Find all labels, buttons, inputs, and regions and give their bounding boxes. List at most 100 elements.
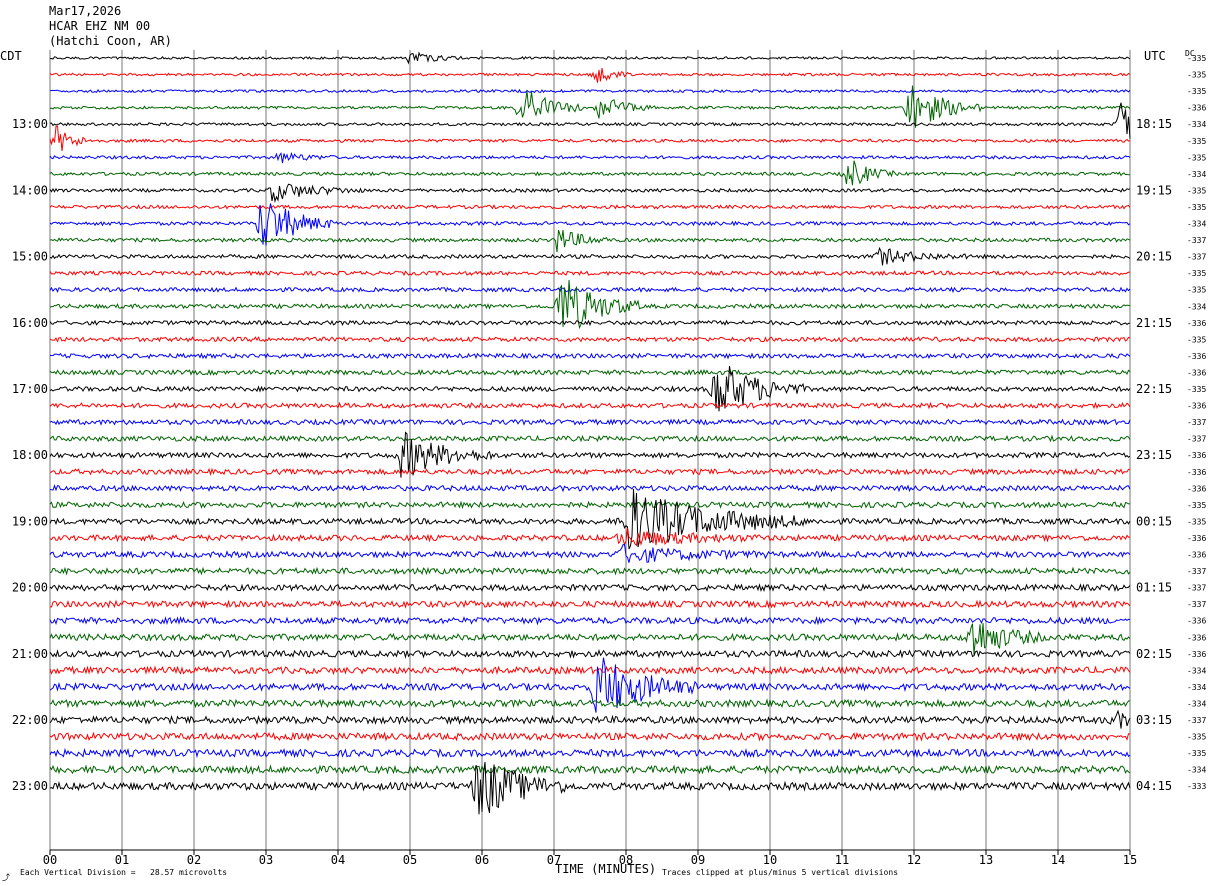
dc-offset-26: -336 [1187,484,1206,493]
trace-29 [49,528,1131,547]
trace-39 [49,698,1131,709]
trace-23 [49,434,1131,443]
x-tick-label-07: 07 [547,853,561,867]
dc-offset-11: -337 [1187,236,1206,245]
dc-offset-24: -336 [1187,451,1206,460]
trace-9 [49,204,1131,210]
dc-offset-25: -336 [1187,468,1206,477]
dc-offset-2: -335 [1187,87,1206,96]
trace-6 [49,151,1131,164]
clip-note: Traces clipped at plus/minus 5 vertical … [662,868,899,877]
plot-date: Mar17,2026 [49,4,122,18]
dc-offset-22: -337 [1187,418,1206,427]
dc-offset-0: -335 [1187,54,1206,63]
minute-gridlines [49,50,1131,851]
dc-offset-21: -336 [1187,402,1206,411]
trace-43 [49,764,1131,776]
trace-42 [49,747,1131,759]
trace-41 [49,731,1131,742]
trace-44 [49,761,1131,815]
trace-1 [49,68,1131,83]
dc-offset-4: -334 [1187,120,1206,129]
trace-33 [49,599,1131,609]
dc-offset-42: -335 [1187,749,1206,758]
right-timezone-label: UTC [1144,49,1166,63]
trace-30 [49,543,1131,563]
right-time-label: 02:15 [1136,647,1172,661]
dc-offset-36: -336 [1187,650,1206,659]
scale-note: Each Vertical Division = 28.57 microvolt… [20,868,228,877]
trace-12 [49,246,1131,266]
x-tick-label-02: 02 [187,853,201,867]
trace-34 [49,615,1131,626]
trace-5 [49,125,1131,152]
x-tick-label-14: 14 [1051,853,1065,867]
trace-13 [49,270,1131,277]
dc-offset-33: -337 [1187,600,1206,609]
right-time-label: 22:15 [1136,382,1172,396]
dc-offset-35: -336 [1187,633,1206,642]
x-tick-label-12: 12 [907,853,921,867]
right-time-label: 01:15 [1136,581,1172,595]
trace-38 [49,657,1131,713]
trace-7 [49,160,1131,186]
dc-offset-32: -337 [1187,584,1206,593]
trace-17 [49,336,1131,343]
trace-16 [49,319,1130,327]
dc-offset-41: -335 [1187,733,1206,742]
x-tick-label-04: 04 [331,853,345,867]
trace-32 [49,583,1131,593]
right-time-label: 03:15 [1136,713,1172,727]
dc-offset-6: -335 [1187,153,1206,162]
trace-18 [50,352,1131,360]
trace-27 [49,500,1131,510]
trace-2 [49,88,1131,94]
dc-offset-23: -337 [1187,435,1206,444]
dc-offset-5: -335 [1187,137,1206,146]
trace-21 [49,401,1131,410]
trace-3 [49,85,1131,128]
right-time-label: 20:15 [1136,250,1172,264]
x-tick-label-13: 13 [979,853,993,867]
dc-offset-9: -335 [1187,203,1206,212]
x-tick-label-00: 00 [43,853,57,867]
dc-offset-19: -336 [1187,368,1206,377]
dc-offset-27: -335 [1187,501,1206,510]
dc-offset-40: -337 [1187,716,1206,725]
dc-offset-1: -335 [1187,71,1206,80]
dc-offset-30: -336 [1187,551,1206,560]
dc-offset-31: -337 [1187,567,1206,576]
trace-8 [49,183,1131,204]
station-code: HCAR EHZ NM 00 [49,19,151,33]
trace-31 [49,566,1131,576]
trace-25 [49,467,1130,477]
left-time-label: 14:00 [12,183,48,197]
axis-labels: 00 01 02 03 04 05 06 07 08 09 10 11 12 13 14 15 -335 -335… [12,54,1207,867]
dc-offset-10: -334 [1187,220,1206,229]
dc-offset-20: -335 [1187,385,1206,394]
dc-offset-28: -335 [1187,517,1206,526]
trace-0 [49,51,1131,65]
trace-37 [49,665,1131,676]
trace-11 [49,229,1131,253]
trace-19 [49,368,1131,376]
left-time-label: 23:00 [12,779,48,793]
dc-offset-37: -334 [1187,666,1206,675]
right-time-label: 00:15 [1136,514,1172,528]
trace-15 [49,280,1131,330]
right-time-label: 18:15 [1136,117,1172,131]
dc-offset-16: -336 [1187,319,1206,328]
trace-28 [49,488,1131,550]
dc-offset-12: -337 [1187,253,1206,262]
left-time-label: 19:00 [12,514,48,528]
x-tick-label-08: 08 [619,853,633,867]
trace-36 [49,648,1131,659]
trace-26 [49,484,1131,493]
dc-offset-13: -335 [1187,269,1206,278]
dc-offset-29: -336 [1187,534,1206,543]
dc-offset-7: -334 [1187,170,1206,179]
dc-offset-44: -333 [1187,782,1206,791]
x-tick-label-11: 11 [835,853,849,867]
x-tick-label-06: 06 [475,853,489,867]
left-time-label: 16:00 [12,316,48,330]
